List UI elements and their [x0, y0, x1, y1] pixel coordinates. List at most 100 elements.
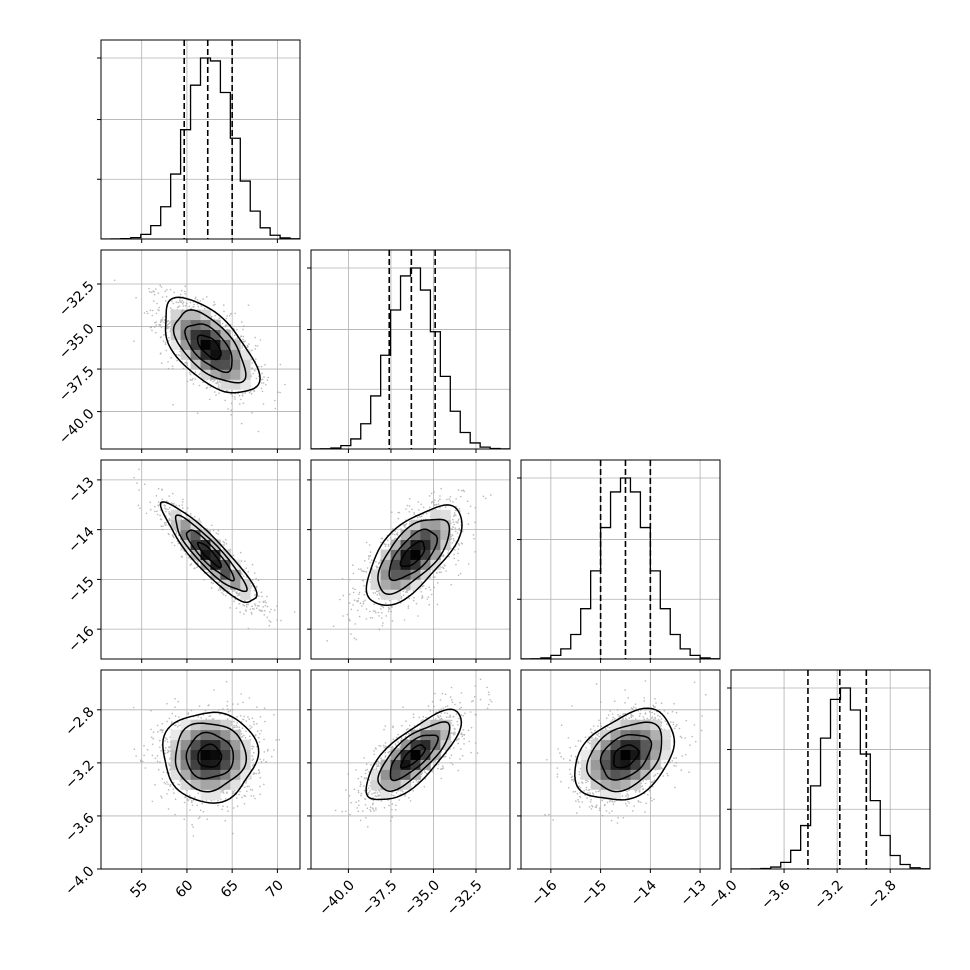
density-cell: [200, 329, 211, 340]
y-tick-label: −2.8: [62, 704, 97, 739]
density-cell: [410, 729, 421, 741]
density-cell: [390, 559, 401, 570]
density-cell: [240, 359, 251, 370]
density-cell: [400, 549, 411, 560]
panel-content-1-0: [101, 250, 300, 449]
density-cell: [640, 749, 651, 760]
density-cell: [600, 789, 611, 800]
density-cell: [410, 519, 421, 531]
density-cell: [380, 769, 391, 780]
density-cell: [230, 569, 241, 580]
density-cell: [410, 549, 421, 560]
density-cell: [370, 569, 382, 580]
density-cell: [390, 589, 401, 600]
contour-1: [399, 540, 426, 568]
density-cell: [390, 569, 401, 580]
density-cell: [230, 769, 241, 780]
density-cell: [420, 529, 431, 540]
contour-4: [365, 708, 463, 801]
density-cell: [210, 749, 221, 760]
density-cell: [380, 759, 391, 770]
density-cell: [380, 579, 391, 590]
density-cell: [620, 749, 631, 760]
density-cell: [600, 779, 611, 790]
density-cell: [660, 739, 671, 750]
density-cell: [420, 559, 431, 570]
density-cell: [400, 529, 411, 540]
density-cell: [420, 759, 431, 770]
density-cell: [210, 739, 221, 750]
density-cell: [650, 729, 661, 741]
density-cell: [210, 769, 221, 780]
density-cell: [170, 739, 181, 750]
density-cell: [230, 749, 241, 760]
panel-content-3-1: [311, 670, 510, 869]
density-cell: [610, 749, 621, 760]
density-cell: [210, 359, 221, 370]
density-cell: [210, 329, 221, 340]
density-cell: [210, 789, 221, 800]
density-cell: [200, 769, 211, 780]
density-cell: [230, 359, 241, 370]
panel-2-0: −16 −15 −14 −13: [65, 459, 301, 663]
density-cell: [200, 729, 211, 741]
density-cell: [230, 559, 241, 570]
x-tick-label: −35.0: [401, 877, 443, 919]
density-cell: [190, 749, 201, 760]
density-cell: [430, 719, 441, 731]
panel-frame: [730, 669, 931, 870]
x-tick-label: −40.0: [316, 877, 358, 919]
y-tick-label: −14: [65, 524, 97, 556]
density-cell: [390, 579, 401, 590]
density-cell: [630, 719, 641, 731]
contour-1: [196, 541, 222, 569]
density-cell: [640, 739, 651, 750]
panel-content-2-2: [521, 460, 720, 659]
density-cell: [420, 539, 431, 550]
density-cell: [390, 759, 401, 770]
density-cell: [180, 769, 191, 780]
density-cell: [610, 729, 621, 741]
density-cell: [380, 779, 391, 790]
density-cell: [220, 749, 231, 760]
density-cell: [200, 349, 211, 360]
density-cell: [600, 749, 611, 760]
y-tick-label: −32.5: [56, 278, 98, 320]
density-cell: [410, 739, 421, 750]
contour-1: [399, 744, 426, 769]
density-cell: [170, 309, 181, 321]
y-tick-label: −35.0: [56, 321, 98, 363]
density-cell: [620, 719, 631, 731]
panel-3-1: −40.0 −37.5 −35.0 −32.5: [307, 669, 511, 919]
density-cell: [400, 559, 411, 570]
density-cell: [410, 559, 421, 570]
density-cell: [380, 549, 391, 560]
density-cell: [220, 359, 231, 370]
histogram-1: [311, 267, 510, 449]
contour-4: [365, 504, 463, 607]
density-cell: [430, 509, 441, 521]
contour-3: [172, 309, 247, 384]
density-cell: [370, 769, 382, 780]
density-cell: [190, 339, 201, 350]
density-cell: [210, 569, 221, 580]
density-cell: [400, 569, 411, 580]
density-cell: [220, 349, 231, 360]
density-cell: [220, 329, 231, 340]
density-cell: [200, 789, 211, 800]
density-cell: [590, 749, 601, 760]
y-tick-label: −37.5: [56, 363, 98, 405]
density-cell: [430, 549, 441, 560]
density-cell: [200, 559, 211, 570]
panel-frame: [100, 669, 301, 870]
density-cell: [210, 319, 221, 330]
density-cell: [180, 309, 191, 321]
density-cell: [170, 319, 181, 330]
density-cell: [180, 729, 191, 741]
density-cell: [210, 549, 221, 560]
density-cell: [240, 349, 251, 360]
density-cell: [220, 569, 231, 580]
density-cell: [420, 749, 431, 760]
density-cell: [580, 769, 592, 780]
